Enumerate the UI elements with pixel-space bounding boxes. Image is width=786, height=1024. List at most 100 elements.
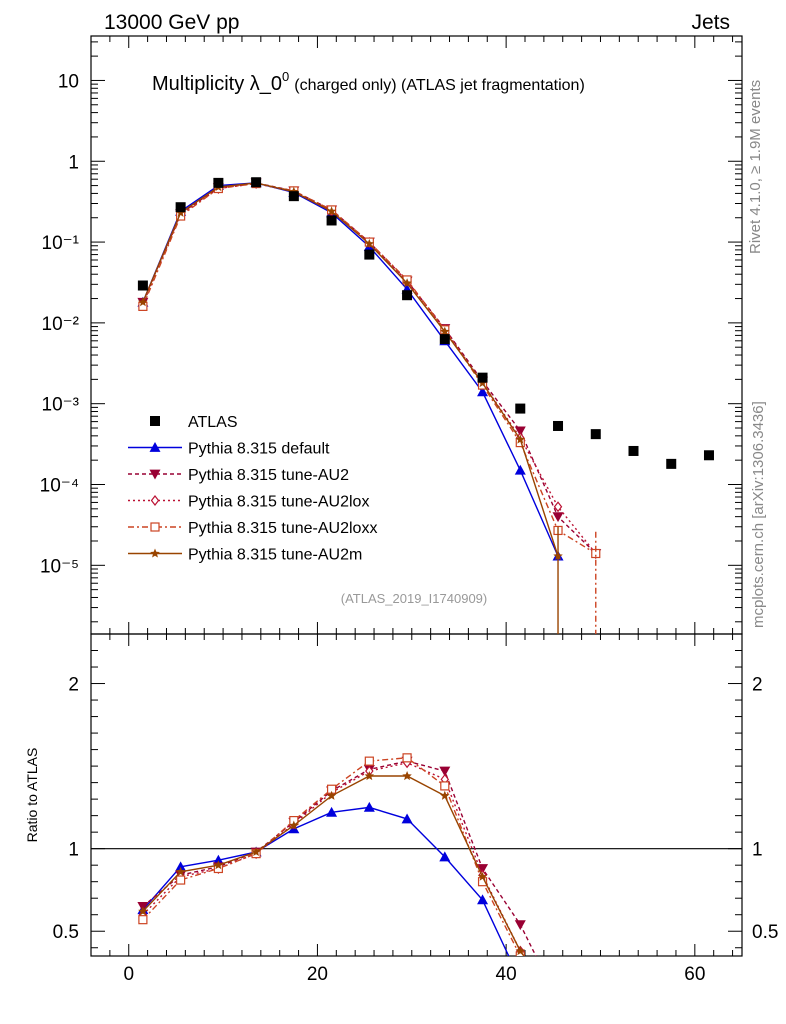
series-point-ratio <box>364 756 374 766</box>
ratio-tick-label: 2 <box>68 675 79 696</box>
series-point-ratio <box>175 861 187 872</box>
chart-title-main: Multiplicity λ_0 <box>152 73 282 95</box>
series-point-ratio <box>251 847 261 856</box>
x-tick-label: 60 <box>684 964 705 985</box>
series-point-ratio <box>138 915 148 925</box>
series-point-ratio <box>592 1005 600 1013</box>
atlas-point <box>213 177 224 188</box>
series-point-main <box>515 434 525 444</box>
series-point-main <box>514 464 526 475</box>
legend-label-atlas: ATLAS <box>188 414 238 431</box>
ratio-series-layer <box>137 753 601 1014</box>
legend-marker <box>150 495 160 506</box>
rivet-label: Rivet 4.1.0, ≥ 1.9M events <box>747 80 764 254</box>
series-line-ratio <box>142 760 537 956</box>
y-tick-label: 10 <box>58 71 79 92</box>
x-tick-label: 20 <box>307 964 328 985</box>
series-point-ratio <box>364 771 375 781</box>
series-point-ratio <box>592 1004 599 1013</box>
legend-item: Pythia 8.315 tune-AU2lox <box>128 494 369 511</box>
legend-item: Pythia 8.315 default <box>128 441 330 458</box>
series-point-ratio <box>553 996 564 1006</box>
series-point-main <box>440 326 450 336</box>
series-point-main <box>175 207 186 217</box>
series-line-main <box>142 182 559 557</box>
atlas-point <box>703 450 714 461</box>
legend: ATLAS Pythia 8.315 default Pythia 8.315 tu… <box>128 414 377 564</box>
series-point-main <box>326 206 337 216</box>
atlas-point <box>402 290 413 301</box>
series-point-ratio <box>440 781 450 791</box>
legend-label: Pythia 8.315 tune-AU2 <box>188 467 349 484</box>
ratio-tick-label-right: 2 <box>752 675 763 696</box>
series-point-ratio <box>554 1002 562 1010</box>
series-point-ratio <box>402 771 412 781</box>
series-point-ratio <box>555 993 562 1002</box>
category-label: Jets <box>691 11 730 34</box>
ratio-plot-frame <box>90 633 743 957</box>
series-point-ratio <box>515 946 525 956</box>
legend-label: Pythia 8.315 tune-AU2lox <box>188 494 369 511</box>
series-point-ratio <box>553 1000 564 1010</box>
energy-label: 13000 GeV pp <box>104 11 239 34</box>
series-point-ratio <box>439 766 451 777</box>
series-point-main <box>477 386 489 397</box>
legend-label: Pythia 8.315 tune-AU2m <box>188 547 362 564</box>
y-tick-label: 10⁻⁴ <box>40 476 79 497</box>
series-point-ratio <box>401 813 413 824</box>
x-tick-label: 0 <box>123 964 134 985</box>
legend-marker <box>149 469 161 480</box>
series-point-ratio <box>175 866 186 876</box>
x-tick-label: 40 <box>496 964 517 985</box>
legend-marker <box>149 442 161 452</box>
y-tick-label: 1 <box>68 152 79 173</box>
series-point-main <box>552 512 564 523</box>
source-label: mcplots.cern.ch [arXiv:1306.3436] <box>750 401 767 628</box>
series-point-ratio <box>363 801 375 812</box>
legend-marker <box>150 522 160 532</box>
ratio-tick-label-right: 1 <box>752 840 763 861</box>
series-point-ratio <box>477 871 488 881</box>
legend-item: Pythia 8.315 tune-AU2 <box>128 467 349 484</box>
atlas-point <box>553 420 564 431</box>
atlas-point <box>439 334 450 345</box>
legend-item: Pythia 8.315 tune-AU2loxx <box>128 520 377 537</box>
series-point-ratio <box>590 1004 601 1014</box>
series-point-ratio <box>326 790 337 800</box>
series-point-ratio <box>326 806 338 817</box>
atlas-point <box>326 215 337 226</box>
chart-title-sup: 0 <box>282 69 289 84</box>
legend-marker <box>150 548 160 558</box>
series-point-ratio <box>289 820 299 830</box>
atlas-point <box>288 191 299 202</box>
chart-title: Multiplicity λ_00 (charged only) (ATLAS j… <box>152 69 585 95</box>
series-point-main <box>553 501 563 513</box>
series-point-ratio <box>138 906 148 916</box>
series-point-main <box>402 278 412 288</box>
ratio-tick-label: 1 <box>68 840 79 861</box>
series-point-ratio <box>402 753 412 763</box>
series-point-ratio <box>514 920 526 931</box>
series-point-ratio <box>477 864 489 874</box>
series-line-main <box>142 182 559 557</box>
main-plot-frame <box>90 35 743 635</box>
series-point-ratio <box>440 790 450 800</box>
atlas-point <box>666 458 677 469</box>
legend-label: Pythia 8.315 default <box>188 441 330 458</box>
series-point-ratio <box>553 1001 563 1010</box>
y-tick-label: 10⁻¹ <box>42 233 80 254</box>
series-line-ratio <box>142 757 522 956</box>
legend-marker-atlas <box>150 416 160 426</box>
main-series-layer <box>137 177 714 634</box>
series-point-ratio <box>439 851 451 862</box>
atlas-point <box>628 445 639 456</box>
ratio-ylabel: Ratio to ATLAS <box>24 748 40 843</box>
atlas-point <box>477 372 488 383</box>
legend-label: Pythia 8.315 tune-AU2loxx <box>188 520 377 537</box>
y-tick-label: 10⁻² <box>42 314 80 335</box>
series-point-main <box>514 426 526 437</box>
ratio-tick-label-right: 0.5 <box>752 922 778 943</box>
series-point-ratio <box>213 860 224 870</box>
atlas-point <box>364 249 375 260</box>
axes-layer: 0 20 40 60 10 1 10⁻¹ 10⁻² 10⁻³ 10⁻⁴ 10⁻⁵ 2 2 1 1 0.5 0.5 <box>40 36 778 985</box>
